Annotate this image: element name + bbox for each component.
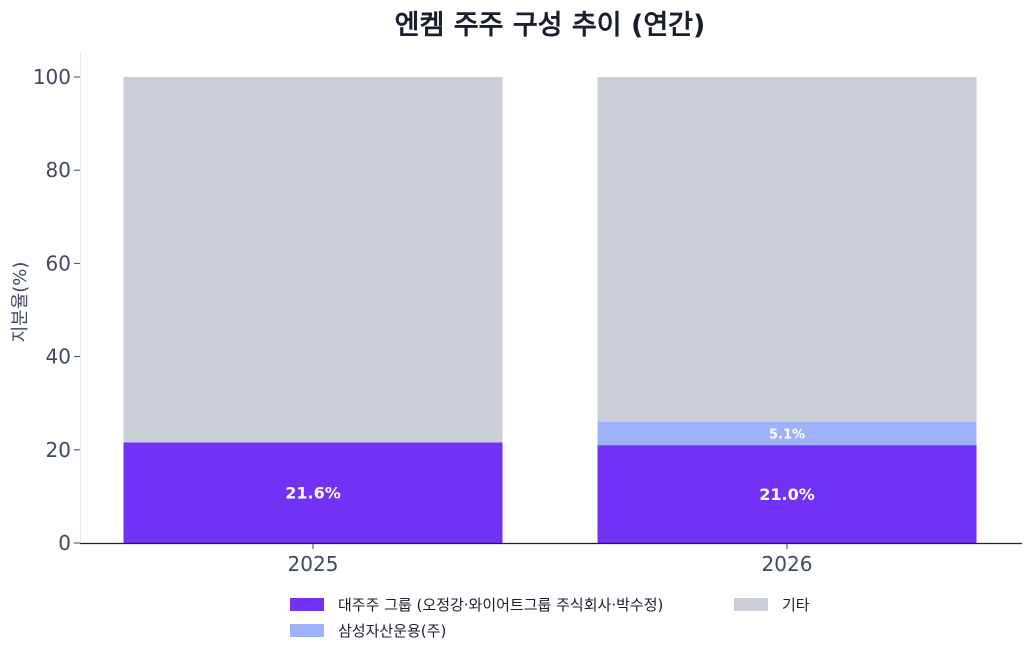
y-tick-label: 60: [46, 251, 71, 275]
y-tick-label: 80: [46, 158, 71, 182]
y-tick-label: 40: [46, 345, 71, 369]
legend-label: 대주주 그룹 (오정강·와이어트그룹 주식회사·박수정): [338, 596, 663, 614]
legend-label: 기타: [782, 596, 810, 614]
y-tick-label: 20: [46, 438, 71, 462]
legend-swatch: [290, 624, 324, 637]
legend: 대주주 그룹 (오정강·와이어트그룹 주식회사·박수정) 삼성자산운용(주) 기타: [290, 596, 810, 640]
legend-swatch: [290, 598, 324, 611]
legend-swatch: [734, 598, 768, 611]
data-label: 21.0%: [759, 485, 815, 504]
y-tick-label: 0: [58, 531, 71, 555]
y-axis-label: 지분율(%): [10, 262, 31, 343]
bar-segment: [597, 445, 977, 543]
bar-segment: [597, 421, 977, 446]
legend-label: 삼성자산운용(주): [338, 622, 446, 640]
bar-segment: [597, 77, 977, 422]
x-tick-label: 2026: [762, 552, 813, 576]
y-axis: 0 20 40 60 80 100: [33, 65, 80, 555]
bars-group: 21.6% 21.0% 5.1%: [123, 77, 977, 543]
bar-segment: [123, 442, 503, 543]
chart-title: 엔켐 주주 구성 추이 (연간): [395, 10, 706, 41]
bar-segment: [123, 77, 503, 443]
x-tick-label: 2025: [288, 552, 339, 576]
y-tick-label: 100: [33, 65, 71, 89]
x-axis: 2025 2026: [288, 543, 813, 576]
data-label: 5.1%: [769, 427, 805, 442]
data-label: 21.6%: [285, 484, 341, 503]
